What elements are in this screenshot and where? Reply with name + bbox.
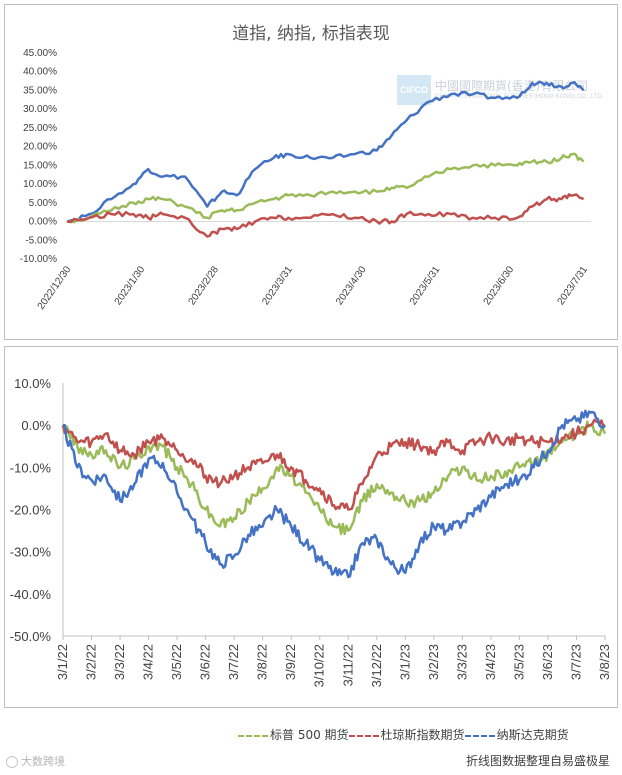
x-tick-label: 3/4/23 — [483, 644, 498, 680]
y-tick-label: -20.0% — [10, 503, 52, 518]
y-tick-label: 0.00% — [29, 217, 57, 228]
y-tick-label: 30.00% — [23, 104, 57, 115]
y-tick-label: 45.00% — [23, 48, 57, 59]
series-line-1 — [66, 152, 585, 224]
brand: 大数跨境 — [6, 753, 65, 769]
x-tick-label: 3/4/22 — [141, 644, 156, 680]
x-tick-label: 3/6/22 — [198, 644, 213, 680]
y-tick-label: 15.00% — [23, 160, 57, 171]
legend-swatch-sp500 — [238, 734, 268, 737]
y-tick-label: 0.0% — [21, 418, 51, 433]
y-tick-label: -30.0% — [10, 545, 52, 560]
x-tick-label: 2023/6/30 — [482, 264, 517, 307]
chart-title: 道指, 纳指, 标指表现 — [232, 24, 390, 44]
x-tick-label: 2023/2/28 — [187, 264, 222, 307]
x-tick-label: 3/3/22 — [112, 644, 127, 680]
y-tick-label: 20.00% — [23, 142, 57, 153]
x-tick-label: 2022/12/30 — [36, 264, 74, 312]
x-tick-label: 3/10/22 — [312, 644, 327, 687]
x-tick-label: 3/5/23 — [511, 644, 526, 680]
legend-item-dow: 杜琼斯指数期货 — [348, 726, 465, 743]
watermark-text: 中國國際期貨(香港)有限公司 — [435, 79, 589, 93]
x-tick-label: 3/3/23 — [454, 644, 469, 680]
y-tick-label: 40.00% — [23, 67, 57, 78]
x-tick-label: 2023/1/30 — [113, 264, 148, 307]
x-tick-label: 2023/3/31 — [260, 264, 295, 307]
x-tick-label: 3/2/23 — [426, 644, 441, 680]
x-tick-label: 2023/7/31 — [556, 264, 591, 307]
y-tick-label: -10.00% — [20, 254, 57, 265]
y-tick-label: -40.0% — [10, 587, 52, 602]
x-tick-label: 3/7/22 — [226, 644, 241, 680]
top-chart-svg: 45.00% 40.00% 35.00% 30.00% 25.00% 20.00% 15.0… — [20, 48, 591, 312]
x-tick-label: 3/1/22 — [55, 644, 70, 680]
x-tick-label: 2023/5/31 — [408, 264, 443, 307]
series-line-0 — [61, 420, 607, 536]
x-tick-label: 2023/4/30 — [334, 264, 369, 307]
x-tick-label: 3/1/23 — [397, 644, 412, 680]
x-tick-label: 3/8/23 — [597, 644, 612, 680]
legend-label-nasdaq: 纳斯达克期货 — [496, 728, 569, 742]
y-tick-label: 25.00% — [23, 123, 57, 134]
x-tick-label: 3/8/22 — [255, 644, 270, 680]
x-tick-label: 3/7/23 — [568, 644, 583, 680]
brand-label: 大数跨境 — [21, 755, 65, 768]
x-tick-label: 3/6/23 — [540, 644, 555, 680]
y-tick-label: -10.0% — [10, 460, 52, 475]
watermark-logo: CIFCO — [397, 75, 431, 105]
y-tick-label: -50.0% — [10, 629, 52, 644]
bottom-chart-panel: 10.0% 0.0% -10.0% -20.0% -30.0% -40.0% -50.0% 3… — [4, 346, 618, 708]
legend-label-dow: 杜琼斯指数期货 — [380, 728, 465, 742]
brand-icon — [6, 756, 18, 768]
bottom-chart-svg: 10.0%0.0%-10.0%-20.0%-30.0%-40.0%-50.0%3… — [10, 376, 612, 687]
series-line-2 — [66, 193, 585, 238]
legend-item-sp500: 标普 500 期货 — [238, 726, 349, 743]
y-tick-label: 5.00% — [29, 198, 57, 209]
x-tick-label: 3/11/22 — [340, 644, 355, 686]
top-chart-panel: 道指, 纳指, 标指表现 CIFCO 中國國際期貨(香港)有限公司 CHINA … — [4, 4, 618, 340]
series-line-1 — [61, 418, 606, 511]
series-line-2 — [63, 409, 607, 579]
y-tick-label: 10.00% — [23, 179, 57, 190]
y-tick-label: 35.00% — [23, 85, 57, 96]
legend-swatch-nasdaq — [464, 734, 495, 737]
legend-swatch-dow — [348, 734, 379, 737]
series-line-0 — [66, 80, 585, 223]
x-tick-label: 3/12/22 — [369, 644, 384, 687]
legend-label-sp500: 标普 500 期货 — [270, 728, 349, 742]
x-tick-label: 3/9/22 — [283, 644, 298, 680]
y-tick-label: 10.0% — [14, 376, 51, 391]
legend: 标普 500 期货 杜琼斯指数期货 纳斯达克期货 — [238, 726, 569, 742]
x-tick-label: 3/5/22 — [169, 644, 184, 680]
source-note: 折线图数据整理自易盛极星 — [465, 754, 610, 768]
x-tick-label: 3/2/22 — [84, 644, 99, 680]
y-tick-label: -5.00% — [25, 235, 57, 246]
legend-item-nasdaq: 纳斯达克期货 — [464, 726, 569, 743]
